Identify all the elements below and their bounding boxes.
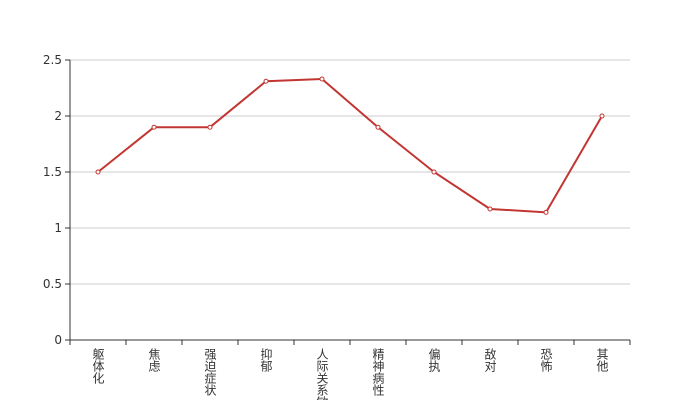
x-tick-label: 敌对 <box>483 347 497 372</box>
x-tick-label: 偏执 <box>427 347 441 373</box>
x-tick-label: 其他 <box>595 348 609 372</box>
x-tick-label: 躯体化 <box>91 347 105 385</box>
x-tick-label: 焦虑 <box>147 348 161 372</box>
point <box>263 78 269 84</box>
point <box>151 124 157 130</box>
y-tick-label: 0.5 <box>43 277 62 291</box>
y-tick-label: 2 <box>54 109 62 123</box>
x-tick-label: 抑郁 <box>259 347 273 373</box>
point <box>543 209 549 215</box>
line-series <box>97 78 603 214</box>
y-tick-label: 0 <box>54 333 62 347</box>
y-tick-label: 1.5 <box>43 165 62 179</box>
x-tick-label: 恐怖 <box>539 348 553 372</box>
x-tick-label: 人际关系敏感 <box>315 348 329 400</box>
point <box>375 124 381 130</box>
point <box>431 169 437 175</box>
point <box>207 124 213 130</box>
point <box>95 169 101 175</box>
point <box>599 113 605 119</box>
point <box>487 206 493 212</box>
y-tick-label: 1 <box>54 221 62 235</box>
x-tick-label: 精神病性 <box>371 348 385 397</box>
y-tick-label: 2.5 <box>43 53 62 67</box>
point <box>319 76 325 82</box>
x-tick-label: 强迫症状 <box>203 348 217 396</box>
